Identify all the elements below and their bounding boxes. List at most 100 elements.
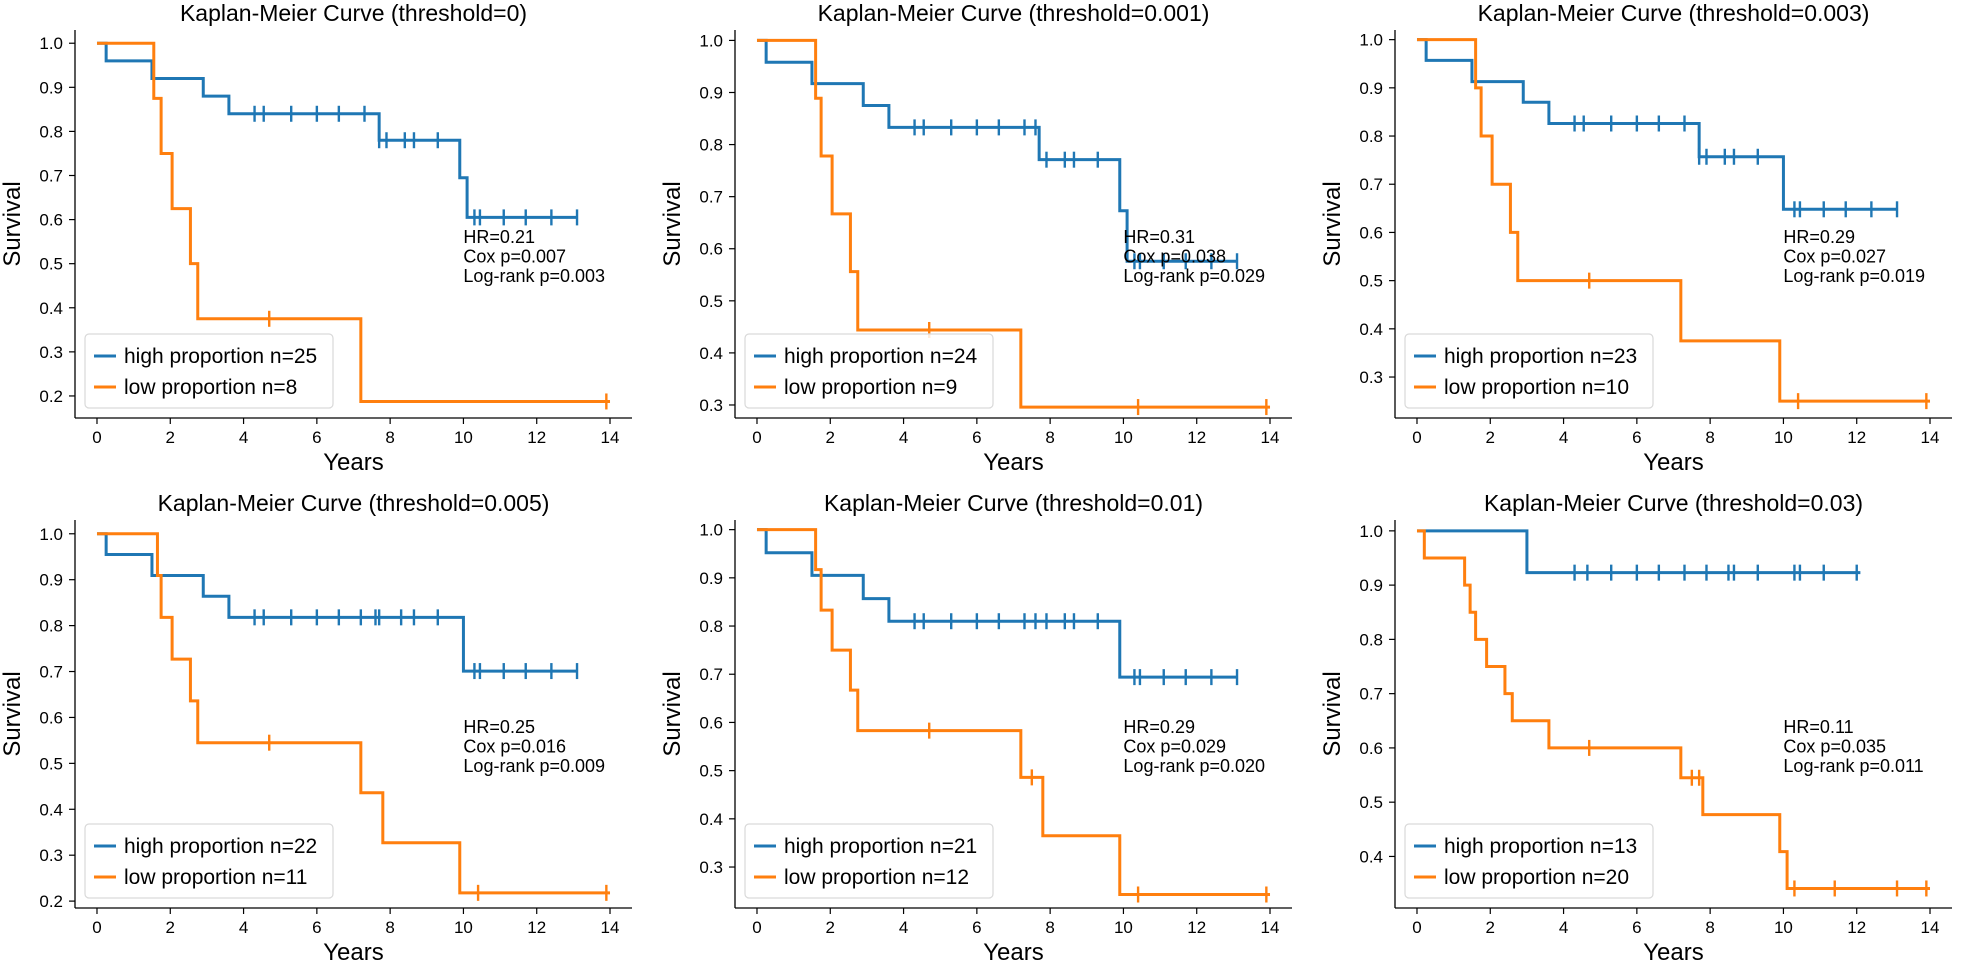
x-tick-label: 12 (527, 428, 546, 447)
legend-label: low proportion n=11 (124, 866, 307, 889)
y-tick-label: 0.6 (699, 240, 723, 259)
y-tick-label: 0.5 (699, 762, 723, 781)
x-tick-label: 12 (1187, 428, 1206, 447)
x-tick-label: 0 (752, 428, 761, 447)
y-tick-label: 1.0 (699, 31, 723, 50)
legend-label: high proportion n=22 (124, 835, 317, 858)
x-tick-label: 2 (1486, 428, 1495, 447)
legend-label: high proportion n=13 (1444, 835, 1637, 858)
y-tick-label: 0.8 (699, 136, 723, 155)
x-tick-label: 6 (1632, 428, 1641, 447)
stat-annotation: Cox p=0.016 (463, 737, 566, 757)
x-tick-label: 10 (1774, 428, 1793, 447)
legend-label: high proportion n=23 (1444, 345, 1637, 368)
chart-title: Kaplan-Meier Curve (threshold=0.003) (1478, 0, 1870, 26)
x-tick-label: 2 (166, 428, 175, 447)
y-tick-label: 1.0 (1359, 522, 1383, 541)
x-tick-label: 10 (1114, 918, 1133, 937)
y-tick-label: 0.5 (1359, 793, 1383, 812)
chart-title: Kaplan-Meier Curve (threshold=0.001) (818, 0, 1210, 26)
km-panel: Kaplan-Meier Curve (threshold=0.005) 0 2 4 6… (0, 490, 632, 966)
y-tick-label: 0.2 (39, 892, 63, 911)
stat-annotation: Log-rank p=0.020 (1123, 756, 1265, 776)
y-axis-label: Survival (0, 671, 26, 756)
y-tick-label: 0.3 (699, 858, 723, 877)
high-proportion-survival-line (1416, 529, 1861, 575)
x-tick-label: 4 (1559, 428, 1568, 447)
y-tick-label: 0.5 (1359, 272, 1383, 291)
x-axis-label: Years (323, 939, 384, 966)
y-tick-label: 0.5 (39, 255, 63, 274)
y-tick-label: 0.6 (39, 211, 63, 230)
x-tick-label: 0 (1412, 428, 1421, 447)
x-tick-label: 2 (166, 918, 175, 937)
y-tick-label: 0.9 (699, 569, 723, 588)
stat-annotation: HR=0.25 (463, 717, 535, 737)
km-panel: Kaplan-Meier Curve (threshold=0.001) 0 2 4 6… (659, 0, 1292, 476)
y-tick-label: 0.3 (1359, 368, 1383, 387)
stat-annotation: HR=0.11 (1783, 717, 1853, 737)
x-tick-label: 2 (1486, 918, 1495, 937)
y-tick-label: 0.8 (1359, 127, 1383, 146)
x-tick-label: 10 (1774, 918, 1793, 937)
high-proportion-survival-line (96, 41, 578, 219)
high-proportion-survival-line (1416, 38, 1898, 211)
y-tick-label: 0.5 (699, 292, 723, 311)
y-tick-label: 0.4 (1359, 847, 1383, 866)
x-tick-label: 4 (899, 428, 908, 447)
y-tick-label: 1.0 (39, 34, 63, 53)
y-tick-label: 0.9 (39, 78, 63, 97)
x-tick-label: 6 (1632, 918, 1641, 937)
y-tick-label: 0.7 (699, 188, 723, 207)
low-proportion-survival-line (756, 38, 1271, 409)
x-tick-label: 0 (752, 918, 761, 937)
y-tick-label: 0.2 (39, 387, 63, 406)
x-tick-label: 14 (1261, 918, 1280, 937)
x-tick-label: 10 (1114, 428, 1133, 447)
stat-annotation: HR=0.21 (463, 227, 535, 247)
y-tick-label: 0.6 (39, 708, 63, 727)
chart-title: Kaplan-Meier Curve (threshold=0.005) (158, 490, 550, 516)
stat-annotation: HR=0.31 (1123, 227, 1195, 247)
x-axis-label: Years (983, 449, 1044, 476)
x-tick-label: 10 (454, 428, 473, 447)
x-tick-label: 4 (239, 918, 248, 937)
y-tick-label: 0.4 (1359, 320, 1383, 339)
x-tick-label: 14 (601, 918, 620, 937)
x-tick-label: 2 (826, 918, 835, 937)
x-tick-label: 12 (1187, 918, 1206, 937)
low-proportion-survival-line (1416, 38, 1931, 403)
y-axis-label: Survival (1319, 671, 1346, 756)
high-proportion-survival-line (756, 38, 1238, 263)
legend-box (744, 823, 994, 899)
x-tick-label: 0 (1412, 918, 1421, 937)
km-panel: Kaplan-Meier Curve (threshold=0.01) 0 2 4 6 8… (659, 490, 1292, 966)
x-axis-label: Years (323, 449, 384, 476)
low-proportion-survival-line (96, 532, 611, 895)
y-tick-label: 1.0 (39, 525, 63, 544)
stat-annotation: Log-rank p=0.011 (1783, 756, 1923, 776)
x-tick-label: 8 (1045, 428, 1054, 447)
legend-label: high proportion n=21 (784, 835, 977, 858)
stat-annotation: Cox p=0.038 (1123, 247, 1226, 267)
low-proportion-survival-line (1416, 529, 1931, 890)
km-panel: Kaplan-Meier Curve (threshold=0.03) 0 2 4 6 8… (1319, 490, 1952, 966)
x-tick-label: 8 (1705, 918, 1714, 937)
y-tick-label: 0.4 (699, 810, 723, 829)
x-tick-label: 2 (826, 428, 835, 447)
y-tick-label: 0.7 (699, 665, 723, 684)
stat-annotation: Log-rank p=0.009 (463, 756, 605, 776)
x-tick-label: 14 (1921, 918, 1940, 937)
y-axis-label: Survival (659, 181, 686, 266)
x-tick-label: 6 (312, 428, 321, 447)
km-panel: Kaplan-Meier Curve (threshold=0.003) 0 2 4 6… (1319, 0, 1952, 476)
chart-title: Kaplan-Meier Curve (threshold=0.03) (1484, 490, 1863, 516)
x-tick-label: 6 (972, 428, 981, 447)
x-tick-label: 8 (1705, 428, 1714, 447)
chart-title: Kaplan-Meier Curve (threshold=0) (180, 0, 527, 26)
low-proportion-survival-line (756, 528, 1271, 897)
legend-label: low proportion n=9 (784, 376, 957, 399)
x-tick-label: 12 (1847, 918, 1866, 937)
low-proportion-survival-line (96, 41, 611, 403)
